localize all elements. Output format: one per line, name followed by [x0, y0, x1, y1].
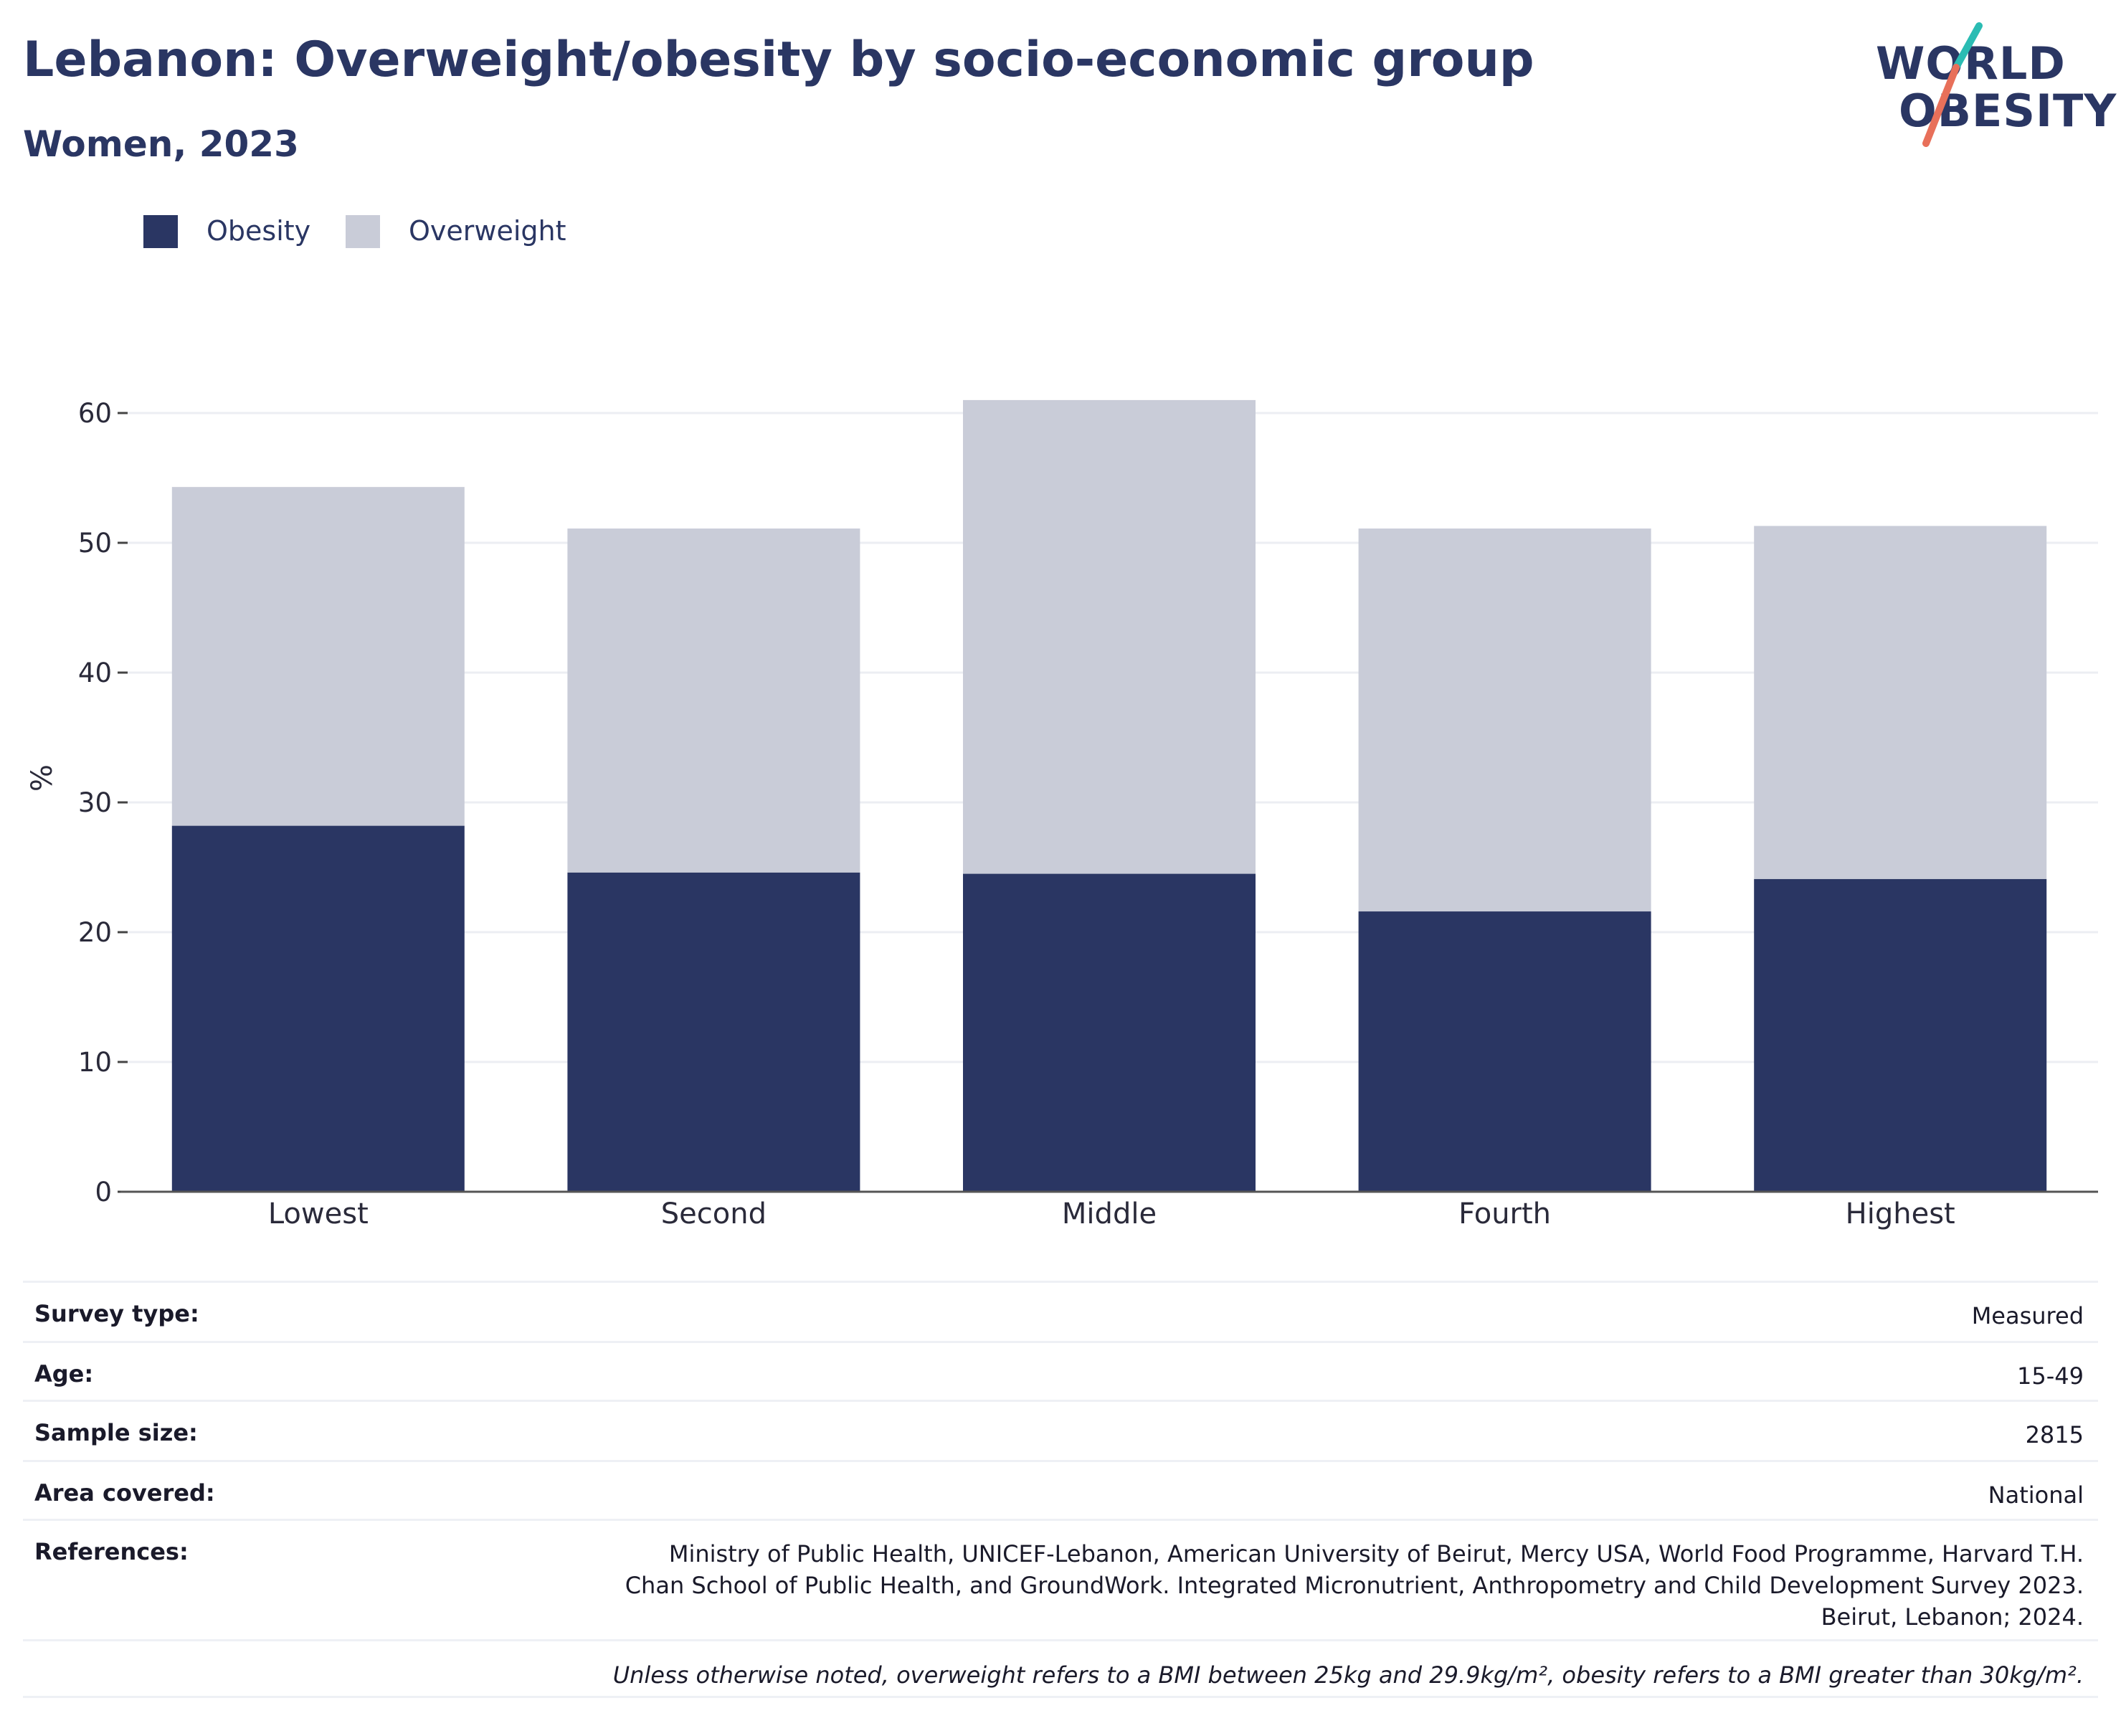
- info-value: 15-49: [2017, 1362, 2084, 1390]
- info-key: References:: [34, 1538, 189, 1565]
- info-value: National: [1988, 1481, 2084, 1509]
- x-tick-label: Middle: [1062, 1197, 1157, 1230]
- bar-obesity-middle: [963, 873, 1256, 1192]
- y-tick-label: 0: [95, 1177, 112, 1208]
- x-tick-label: Fourth: [1458, 1197, 1551, 1230]
- x-tick-label: Highest: [1846, 1197, 1955, 1230]
- info-value-references: Ministry of Public Health, UNICEF-Lebano…: [625, 1540, 2084, 1631]
- y-tick-label: 10: [78, 1047, 112, 1078]
- y-tick-label: 20: [78, 917, 112, 948]
- bar-obesity-second: [567, 872, 860, 1192]
- legend-label-obesity: Obesity: [207, 215, 311, 247]
- info-row-survey-type: Survey type: Measured: [23, 1281, 2098, 1341]
- bar-obesity-fourth: [1358, 911, 1651, 1192]
- y-tick-label: 50: [78, 528, 112, 559]
- bar-overweight-middle: [963, 399, 1256, 874]
- info-value: Measured: [1971, 1302, 2084, 1329]
- bar-obesity-lowest: [171, 825, 465, 1192]
- bar-overweight-fourth: [1358, 528, 1651, 912]
- y-axis-label: %: [26, 764, 59, 792]
- bar-obesity-highest: [1754, 878, 2047, 1192]
- info-value: 2815: [2025, 1421, 2084, 1448]
- info-row-sample-size: Sample size: 2815: [23, 1400, 2098, 1460]
- bar-overweight-highest: [1754, 526, 2047, 879]
- info-row-area-covered: Area covered: National: [23, 1460, 2098, 1519]
- legend-label-overweight: Overweight: [409, 215, 566, 247]
- info-row-references: References: Ministry of Public Health, U…: [23, 1519, 2098, 1639]
- logo-slash-icon: [1922, 22, 1983, 147]
- bar-overweight-lowest: [171, 487, 465, 826]
- stacked-bar-chart: 0 10 20 30 40 50 60% Lowest Second Middle Fourth Hi…: [26, 398, 2098, 1230]
- definition-note: Unless otherwise noted, overweight refer…: [612, 1661, 2084, 1689]
- info-row-age: Age: 15-49: [23, 1341, 2098, 1400]
- info-row-note: Unless otherwise noted, overweight refer…: [23, 1639, 2098, 1698]
- info-key: Area covered:: [34, 1479, 215, 1507]
- y-tick-label: 60: [78, 398, 112, 429]
- legend-swatch-overweight: [346, 215, 380, 248]
- legend-swatch-obesity: [143, 215, 178, 248]
- bar-overweight-second: [567, 528, 860, 873]
- x-tick-label: Lowest: [268, 1197, 369, 1230]
- y-tick-label: 30: [78, 787, 112, 818]
- world-obesity-logo[interactable]: WORLD OBESITY: [1864, 22, 2116, 151]
- info-key: Age:: [34, 1360, 94, 1388]
- page-subtitle: Women, 2023: [23, 123, 299, 165]
- info-key: Sample size:: [34, 1419, 198, 1446]
- x-tick-label: Second: [661, 1197, 767, 1230]
- y-tick-label: 40: [78, 658, 112, 688]
- page-title: Lebanon: Overweight/obesity by socio-eco…: [23, 32, 1534, 88]
- info-key: Survey type:: [34, 1300, 199, 1327]
- survey-info-table: Survey type: Measured Age: 15-49 Sample …: [23, 1281, 2098, 1698]
